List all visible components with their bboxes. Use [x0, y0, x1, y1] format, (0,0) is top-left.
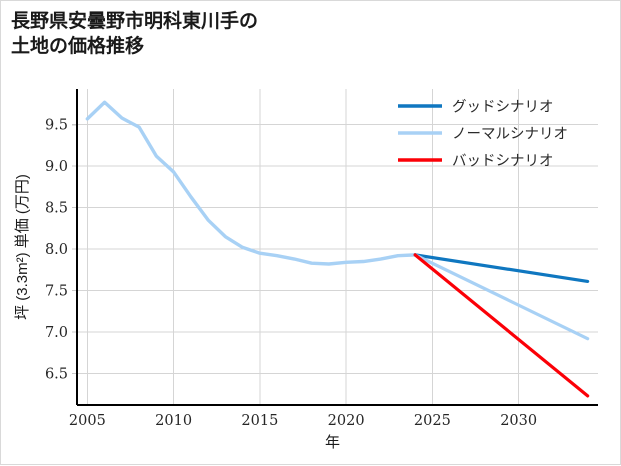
- y-tick-label: 7.5: [45, 284, 68, 300]
- x-tick-label: 2030: [500, 413, 537, 429]
- data-series-group: [85, 100, 590, 398]
- axis-titles: 年 坪 (3.3m²) 単価 (万円): [14, 174, 340, 451]
- x-tick-label: 2005: [69, 413, 106, 429]
- y-axis-tick-labels: 6.5 7.0 7.5 8.0 8.5 9.0 9.5: [45, 118, 68, 383]
- vertical-gridlines: [86, 89, 520, 405]
- series-line-normal: [413, 253, 590, 341]
- series-line-bad: [413, 253, 590, 398]
- series-line-history: [85, 100, 417, 266]
- legend-label: バッドシナリオ: [452, 154, 554, 170]
- x-tick-label: 2020: [328, 413, 365, 429]
- y-axis-title: 坪 (3.3m²) 単価 (万円): [14, 174, 31, 320]
- legend-label: グッドシナリオ: [452, 99, 554, 116]
- x-tick-label: 2015: [241, 413, 278, 429]
- y-tick-label: 8.0: [45, 242, 68, 258]
- x-axis-tick-labels: 2005 2010 2015 2020 2025 2030: [69, 413, 537, 429]
- x-tick-label: 2010: [155, 413, 192, 429]
- y-tick-label: 8.5: [45, 201, 68, 217]
- legend-item[interactable]: ノーマルシナリオ: [398, 127, 568, 143]
- y-tick-label: 6.5: [45, 366, 68, 382]
- x-axis-title: 年: [325, 434, 340, 451]
- y-tick-label: 9.5: [45, 118, 68, 134]
- page-title: 長野県安曇野市明科東川手の 土地の価格推移: [11, 11, 259, 58]
- series-line-good: [413, 253, 590, 284]
- legend-item[interactable]: グッドシナリオ: [398, 99, 554, 116]
- x-tick-label: 2025: [414, 413, 451, 429]
- axis-spines: [75, 89, 598, 407]
- legend-label: ノーマルシナリオ: [452, 127, 568, 143]
- y-tick-label: 9.0: [45, 159, 68, 175]
- legend-item[interactable]: バッドシナリオ: [398, 154, 554, 170]
- y-tick-label: 7.0: [45, 325, 68, 341]
